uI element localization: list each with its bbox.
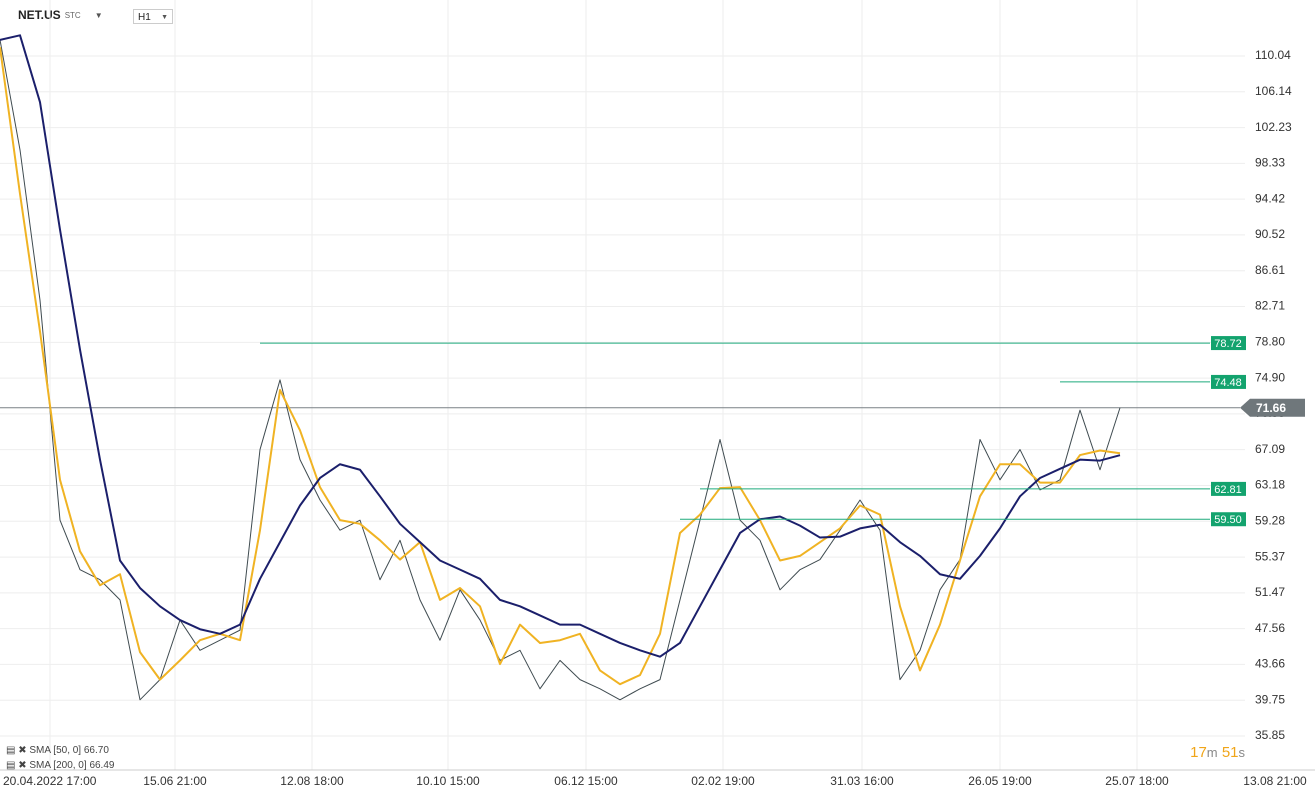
y-tick-label: 51.47 [1255, 585, 1285, 599]
legend-name: SMA [200, 0] [29, 760, 87, 771]
level-tag [1211, 336, 1246, 351]
level-tag [1211, 512, 1246, 527]
x-tick-label: 13.08 21:00 [1243, 774, 1307, 788]
dropdown-arrow: ▼ [161, 14, 168, 21]
legend-value: 66.49 [89, 760, 115, 771]
y-tick-label: 102.23 [1255, 120, 1292, 134]
timer-unit: s [1238, 745, 1246, 760]
x-tick-label: 02.02 19:00 [691, 774, 755, 788]
timer: 17m 51s [1190, 744, 1245, 761]
y-tick-label: 78.80 [1255, 335, 1285, 349]
sma-line [0, 47, 1121, 686]
x-tick-label: 12.08 18:00 [280, 774, 344, 788]
y-tick-label: 39.75 [1255, 692, 1285, 706]
level-tag [1211, 374, 1246, 389]
y-tick-label: 86.61 [1255, 263, 1285, 277]
level-label: 62.81 [1214, 484, 1242, 496]
y-tick-label: 106.14 [1255, 84, 1292, 98]
y-tick-label: 43.66 [1255, 657, 1285, 671]
timer-unit: m [1206, 745, 1218, 760]
sma-line [0, 34, 1121, 658]
y-tick-label: 94.42 [1255, 191, 1285, 205]
x-tick-label: 20.04.2022 17:00 [3, 774, 97, 788]
y-tick-label: 74.90 [1255, 370, 1285, 384]
y-tick-label: 110.04 [1255, 48, 1291, 62]
x-tick-label: 10.10 15:00 [416, 774, 480, 788]
y-tick-label: 59.28 [1255, 513, 1285, 527]
y-tick-label: 82.71 [1255, 299, 1285, 313]
y-tick-label: 35.85 [1255, 728, 1285, 742]
y-tick-label: 90.52 [1255, 227, 1285, 241]
timer-seconds: 51 [1221, 744, 1239, 761]
level-label: 78.72 [1214, 338, 1242, 350]
level-tag [1211, 481, 1246, 496]
timeframe: H1 [138, 12, 151, 23]
y-tick-label: 98.33 [1255, 156, 1285, 170]
y-tick-label: 67.09 [1255, 442, 1285, 456]
dropdown-arrow: ▼ [94, 10, 103, 20]
legend-value: 66.70 [83, 745, 109, 756]
x-tick-label: 26.05 19:00 [968, 774, 1032, 788]
level-label: 74.48 [1214, 377, 1242, 389]
price-line [0, 39, 1121, 701]
legend-item[interactable]: ▤ ✖ SMA [200, 0] 66.49 [6, 760, 115, 771]
y-tick-label: 63.18 [1255, 478, 1285, 492]
y-tick-label: 55.37 [1255, 549, 1285, 563]
level-label: 59.50 [1214, 514, 1242, 526]
timer-minutes: 17 [1190, 744, 1207, 761]
timeframe-select[interactable]: H1 ▼ [133, 9, 173, 24]
y-tick-label: 47.56 [1255, 621, 1285, 635]
x-tick-label: 31.03 16:00 [830, 774, 894, 788]
x-tick-label: 06.12 15:00 [554, 774, 618, 788]
legend-item[interactable]: ▤ ✖ SMA [50, 0] 66.70 [6, 745, 109, 756]
price-tag [1240, 398, 1305, 417]
price-tag-label: 71.66 [1256, 401, 1286, 415]
symbol-suffix: STC [64, 10, 81, 20]
x-tick-label: 15.06 21:00 [143, 774, 207, 788]
x-tick-label: 25.07 18:00 [1105, 774, 1169, 788]
legend-name: SMA [50, 0] [29, 745, 82, 756]
